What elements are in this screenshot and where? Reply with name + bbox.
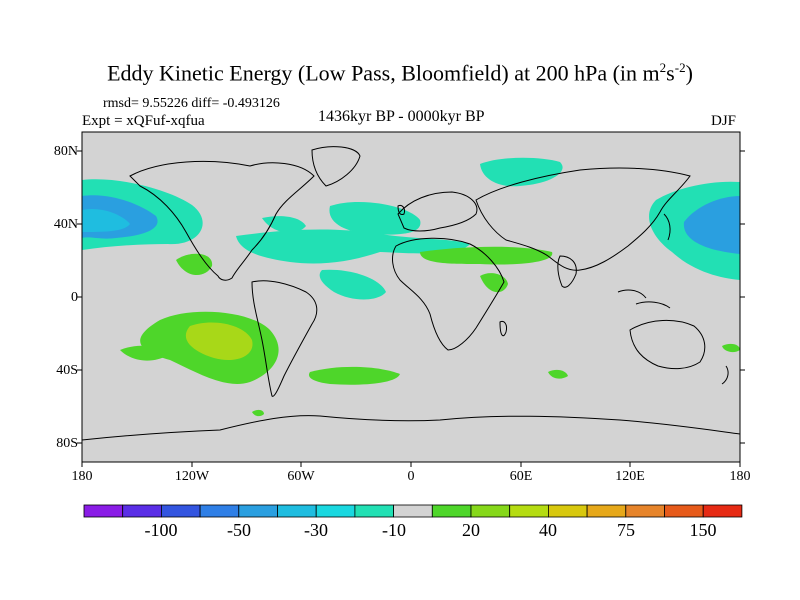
lon-label-180w: 180 bbox=[71, 469, 93, 484]
lon-label-60e: 60E bbox=[509, 469, 533, 484]
axis-ticks bbox=[77, 150, 745, 467]
experiment-label: Expt = xQFuf-xqfua bbox=[82, 113, 205, 129]
season-label: DJF bbox=[711, 113, 737, 129]
anomaly-south-pacific-core bbox=[185, 322, 253, 360]
colorbar-box bbox=[393, 504, 433, 518]
lon-label-180e: 180 bbox=[729, 469, 751, 484]
colorbar-label: 40 bbox=[539, 520, 557, 540]
anomaly-equatorial-atlantic bbox=[319, 269, 386, 300]
anomaly-north-atlantic bbox=[329, 201, 421, 235]
plot-title: Eddy Kinetic Energy (Low Pass, Bloomfiel… bbox=[107, 60, 693, 86]
stats-line: rmsd= 9.55226 diff= -0.493126 bbox=[103, 96, 280, 111]
colorbar-label: 20 bbox=[462, 520, 480, 540]
colorbar-box bbox=[315, 504, 356, 518]
colorbar-box bbox=[160, 504, 201, 518]
colorbar-label: -30 bbox=[304, 520, 328, 540]
colorbar-label: -10 bbox=[382, 520, 406, 540]
lat-label-40s: 40S bbox=[56, 363, 78, 378]
map-background bbox=[82, 132, 740, 462]
anomaly-south-small bbox=[252, 409, 264, 417]
colorbar-box bbox=[702, 504, 743, 518]
colorbar-label: -100 bbox=[144, 520, 178, 540]
colorbar-box bbox=[238, 504, 278, 518]
colorbar-box bbox=[431, 504, 472, 518]
period-label: 1436kyr BP - 0000kyr BP bbox=[318, 108, 485, 125]
lat-label-80n: 80N bbox=[53, 144, 78, 159]
anomaly-arctic bbox=[480, 157, 563, 187]
colorbar-box bbox=[586, 504, 627, 518]
lon-label-0: 0 bbox=[407, 469, 415, 484]
colorbar-box bbox=[548, 504, 588, 518]
colorbar-box bbox=[122, 504, 162, 518]
anomaly-south-indian bbox=[548, 369, 568, 379]
colorbar-label: 150 bbox=[689, 520, 717, 540]
colorbar-box bbox=[277, 504, 317, 518]
coastlines bbox=[82, 146, 740, 441]
anomaly-south-pacific-east bbox=[722, 343, 740, 353]
colorbar-box bbox=[354, 504, 394, 518]
lon-label-120w: 120W bbox=[174, 469, 210, 484]
colorbar-label: -50 bbox=[227, 520, 251, 540]
colorbar bbox=[83, 504, 743, 518]
anomaly-south-atlantic bbox=[308, 366, 400, 385]
lon-label-120e: 120E bbox=[615, 469, 645, 484]
lat-label-40n: 40N bbox=[53, 217, 78, 232]
map-area bbox=[82, 132, 740, 462]
lat-label-0: 0 bbox=[71, 290, 78, 305]
anomaly-south-pacific-tail bbox=[120, 345, 166, 361]
colorbar-box bbox=[509, 504, 549, 518]
lon-label-60w: 60W bbox=[287, 469, 315, 484]
colorbar-box bbox=[199, 504, 240, 518]
colorbar-box bbox=[664, 504, 704, 518]
anomaly-atlantic-band bbox=[236, 229, 470, 264]
colorbar-box bbox=[470, 504, 511, 518]
anomaly-north-pacific-west-center bbox=[82, 208, 130, 232]
colorbar-box bbox=[83, 504, 124, 518]
colorbar-label: 75 bbox=[617, 520, 635, 540]
anomaly-north-pacific-east-core bbox=[683, 196, 740, 254]
colorbar-box bbox=[625, 504, 665, 518]
lat-label-80s: 80S bbox=[56, 436, 78, 451]
